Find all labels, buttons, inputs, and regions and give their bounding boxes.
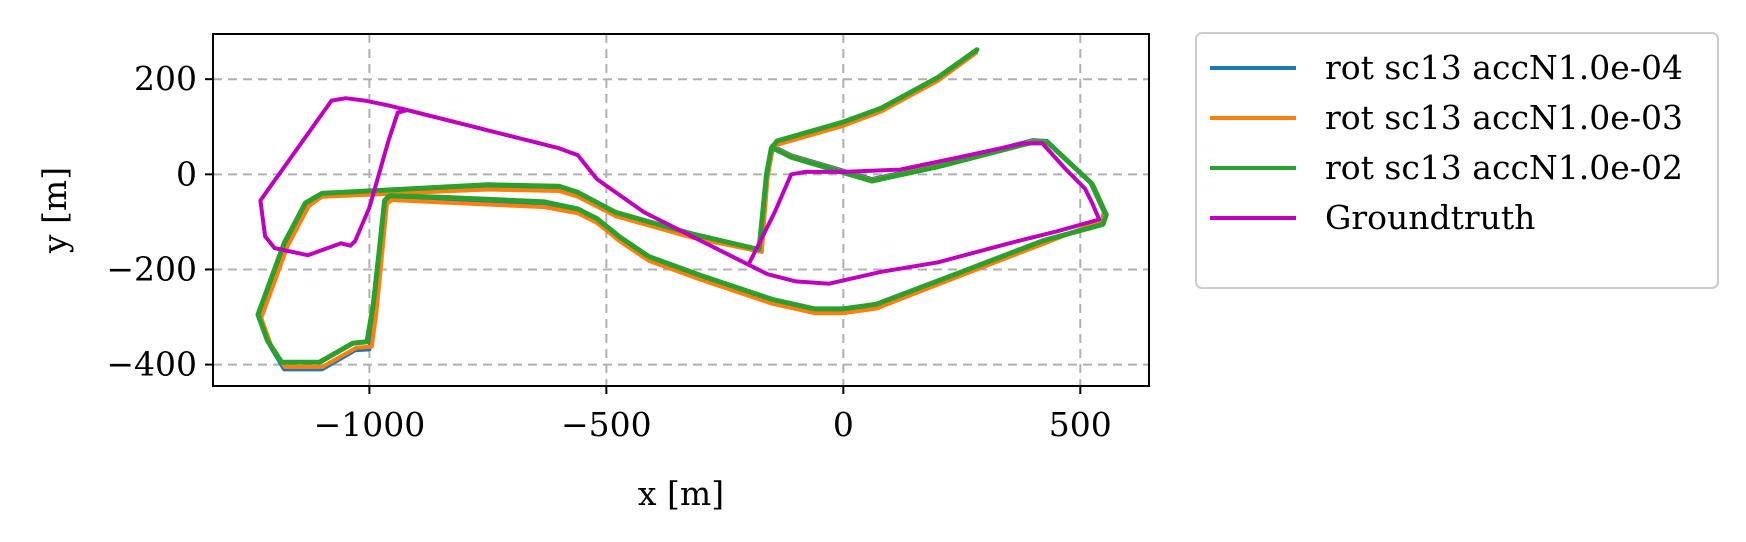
y-tick-label: −400 bbox=[106, 345, 197, 384]
legend-label: rot sc13 accN1.0e-03 bbox=[1325, 98, 1683, 137]
legend-entries: rot sc13 accN1.0e-04 rot sc13 accN1.0e-03… bbox=[1210, 48, 1683, 237]
y-tick-label: −200 bbox=[106, 249, 197, 288]
legend-label: rot sc13 accN1.0e-04 bbox=[1325, 48, 1683, 87]
plot-border bbox=[212, 33, 1150, 387]
series-lines bbox=[255, 47, 1109, 372]
x-axis-label: x [m] bbox=[638, 474, 724, 513]
x-tick-label: −500 bbox=[561, 405, 652, 444]
legend-label: rot sc13 accN1.0e-02 bbox=[1325, 148, 1683, 187]
y-tick-label: 200 bbox=[134, 59, 197, 98]
plot-area bbox=[213, 34, 1149, 386]
axis-ticks: −1000 −500 0 500 200 0 −200 −400 bbox=[106, 59, 1111, 444]
series-line-4 bbox=[258, 96, 1102, 286]
x-tick-label: 0 bbox=[833, 405, 854, 444]
x-tick-label: −1000 bbox=[314, 405, 426, 444]
y-axis-label: y [m] bbox=[35, 167, 74, 254]
x-tick-label: 500 bbox=[1049, 405, 1112, 444]
legend-label: Groundtruth bbox=[1325, 198, 1535, 237]
y-tick-label: 0 bbox=[176, 154, 197, 193]
legend: rot sc13 accN1.0e-04 rot sc13 accN1.0e-03… bbox=[1195, 32, 1719, 289]
series-line-3 bbox=[255, 47, 1109, 365]
legend-box bbox=[1195, 32, 1719, 289]
